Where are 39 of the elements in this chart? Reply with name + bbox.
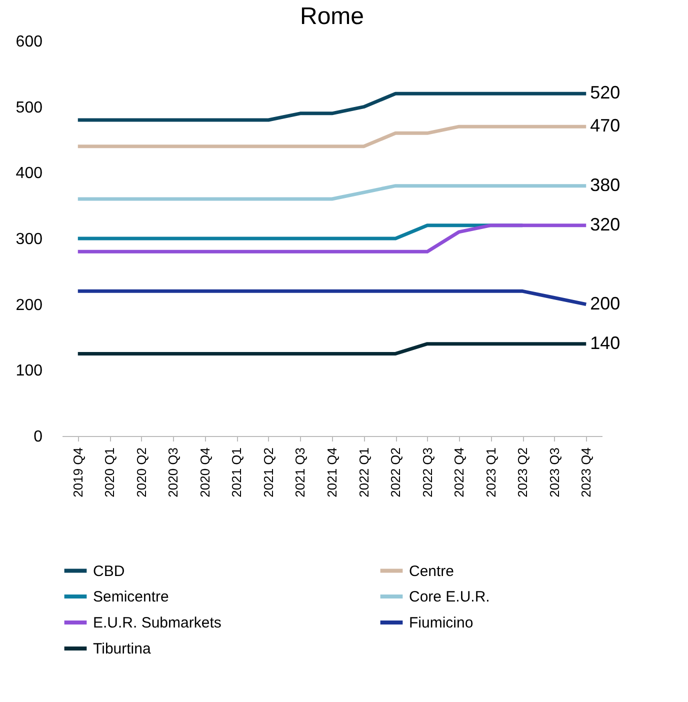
- x-tick-label: 2023 Q3: [546, 448, 562, 498]
- data-label: 200: [590, 293, 620, 314]
- legend-label: Tiburtina: [93, 640, 152, 658]
- x-tick-label: 2022 Q1: [356, 448, 372, 498]
- legend-label: Semicentre: [93, 588, 169, 606]
- legend-label: CBD: [93, 562, 125, 580]
- legend-label: Fiumicino: [409, 614, 474, 632]
- y-tick-label: 400: [16, 165, 43, 182]
- x-tick-label: 2022 Q3: [420, 448, 435, 498]
- x-tick-label: 2020 Q1: [102, 448, 118, 498]
- data-label: 520: [590, 82, 620, 103]
- y-tick-label: 600: [16, 34, 43, 50]
- x-tick-label: 2020 Q3: [166, 448, 181, 498]
- y-tick-label: 100: [16, 362, 43, 380]
- x-tick-label: 2021 Q4: [324, 448, 340, 498]
- y-tick-label: 0: [34, 428, 43, 446]
- line-series: [76, 92, 588, 122]
- x-tick-label: 2019 Q4: [70, 448, 86, 498]
- x-tick-label: 2023 Q1: [483, 448, 498, 498]
- data-label: 470: [590, 116, 620, 136]
- legend-label: Core E.U.R.: [409, 588, 490, 606]
- legend-label: E.U.R. Submarkets: [93, 614, 222, 632]
- chart-title: Rome: [300, 3, 364, 30]
- x-tick-label: 2021 Q2: [260, 448, 276, 498]
- y-tick-label: 200: [16, 296, 43, 314]
- x-tick-label: 2021 Q1: [229, 448, 244, 498]
- x-tick-label: 2021 Q3: [292, 448, 308, 498]
- data-label: 380: [590, 174, 620, 195]
- legend-label: Centre: [409, 562, 454, 580]
- x-tick-label: 2022 Q2: [388, 448, 404, 498]
- x-tick-label: 2020 Q2: [134, 448, 149, 498]
- x-tick-label: 2023 Q2: [515, 448, 530, 498]
- y-tick-label: 500: [16, 99, 43, 116]
- x-tick-label: 2020 Q4: [197, 448, 212, 498]
- x-tick-label: 2023 Q4: [578, 448, 594, 498]
- data-label: 320: [590, 214, 620, 234]
- data-label: 140: [590, 332, 620, 353]
- x-tick-label: 2022 Q4: [452, 448, 467, 498]
- y-tick-label: 300: [16, 231, 43, 248]
